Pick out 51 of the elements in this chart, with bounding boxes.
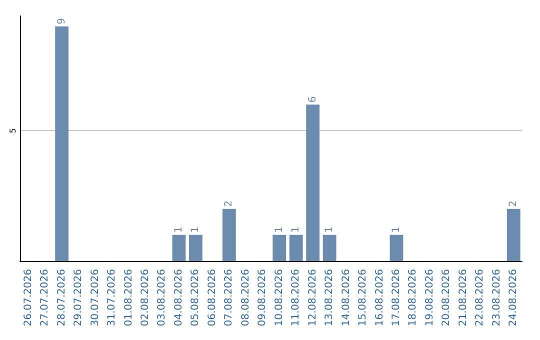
x-tick-label: 12.08.2026 xyxy=(307,269,318,326)
bar xyxy=(272,234,286,261)
x-tick-label: 21.08.2026 xyxy=(458,269,469,326)
x-tick-label: 14.08.2026 xyxy=(340,269,352,326)
data-label: 2 xyxy=(508,200,520,207)
x-tick-label: 28.07.2026 xyxy=(56,269,68,326)
bar xyxy=(306,104,320,261)
bar xyxy=(172,234,186,261)
x-tick-label: 07.08.2026 xyxy=(224,269,235,326)
x-tick-label: 13.08.2026 xyxy=(324,269,336,326)
y-tick-label: 5 xyxy=(8,128,18,134)
x-tick-label: 26.07.2026 xyxy=(22,269,34,326)
x-tick-label: 05.08.2026 xyxy=(190,269,202,326)
bar xyxy=(55,26,69,261)
x-tick-label: 29.07.2026 xyxy=(73,269,84,326)
data-label: 9 xyxy=(56,18,68,24)
x-tick-label: 10.08.2026 xyxy=(274,269,285,326)
bar xyxy=(390,234,404,261)
x-tick-label: 04.08.2026 xyxy=(173,269,184,326)
x-tick-label: 24.08.2026 xyxy=(508,269,520,326)
x-tick-label: 16.08.2026 xyxy=(374,269,386,326)
x-tick-label: 19.08.2026 xyxy=(424,269,436,326)
data-label: 1 xyxy=(391,226,402,233)
x-tick-label: 03.08.2026 xyxy=(156,269,168,326)
x-tick-label: 09.08.2026 xyxy=(257,269,268,326)
x-tick-label: 31.07.2026 xyxy=(106,269,118,326)
bar xyxy=(222,208,236,261)
x-tick-label: 06.08.2026 xyxy=(206,269,218,326)
data-label: 6 xyxy=(307,96,318,103)
bar xyxy=(322,234,336,261)
x-tick-label: 27.07.2026 xyxy=(40,269,51,326)
bar xyxy=(189,234,202,261)
x-tick-label: 11.08.2026 xyxy=(290,269,302,326)
bar xyxy=(289,234,303,261)
x-tick-label: 15.08.2026 xyxy=(358,269,369,326)
data-label: 1 xyxy=(290,226,302,233)
x-tick-label: 08.08.2026 xyxy=(240,269,252,326)
data-label: 1 xyxy=(190,226,202,233)
x-tick-label: 23.08.2026 xyxy=(491,269,502,326)
x-tick-label: 22.08.2026 xyxy=(474,269,486,326)
bar xyxy=(506,208,520,261)
x-tick-label: 01.08.2026 xyxy=(123,269,134,326)
data-label: 1 xyxy=(324,226,336,233)
data-label: 2 xyxy=(224,200,235,207)
x-tick-label: 20.08.2026 xyxy=(441,269,452,326)
x-tick-label: 17.08.2026 xyxy=(391,269,402,326)
x-tick-label: 30.07.2026 xyxy=(90,269,101,326)
x-tick-label: 02.08.2026 xyxy=(140,269,151,326)
x-tick-label: 18.08.2026 xyxy=(408,269,419,326)
data-label: 1 xyxy=(173,226,184,233)
data-label: 1 xyxy=(274,226,285,233)
